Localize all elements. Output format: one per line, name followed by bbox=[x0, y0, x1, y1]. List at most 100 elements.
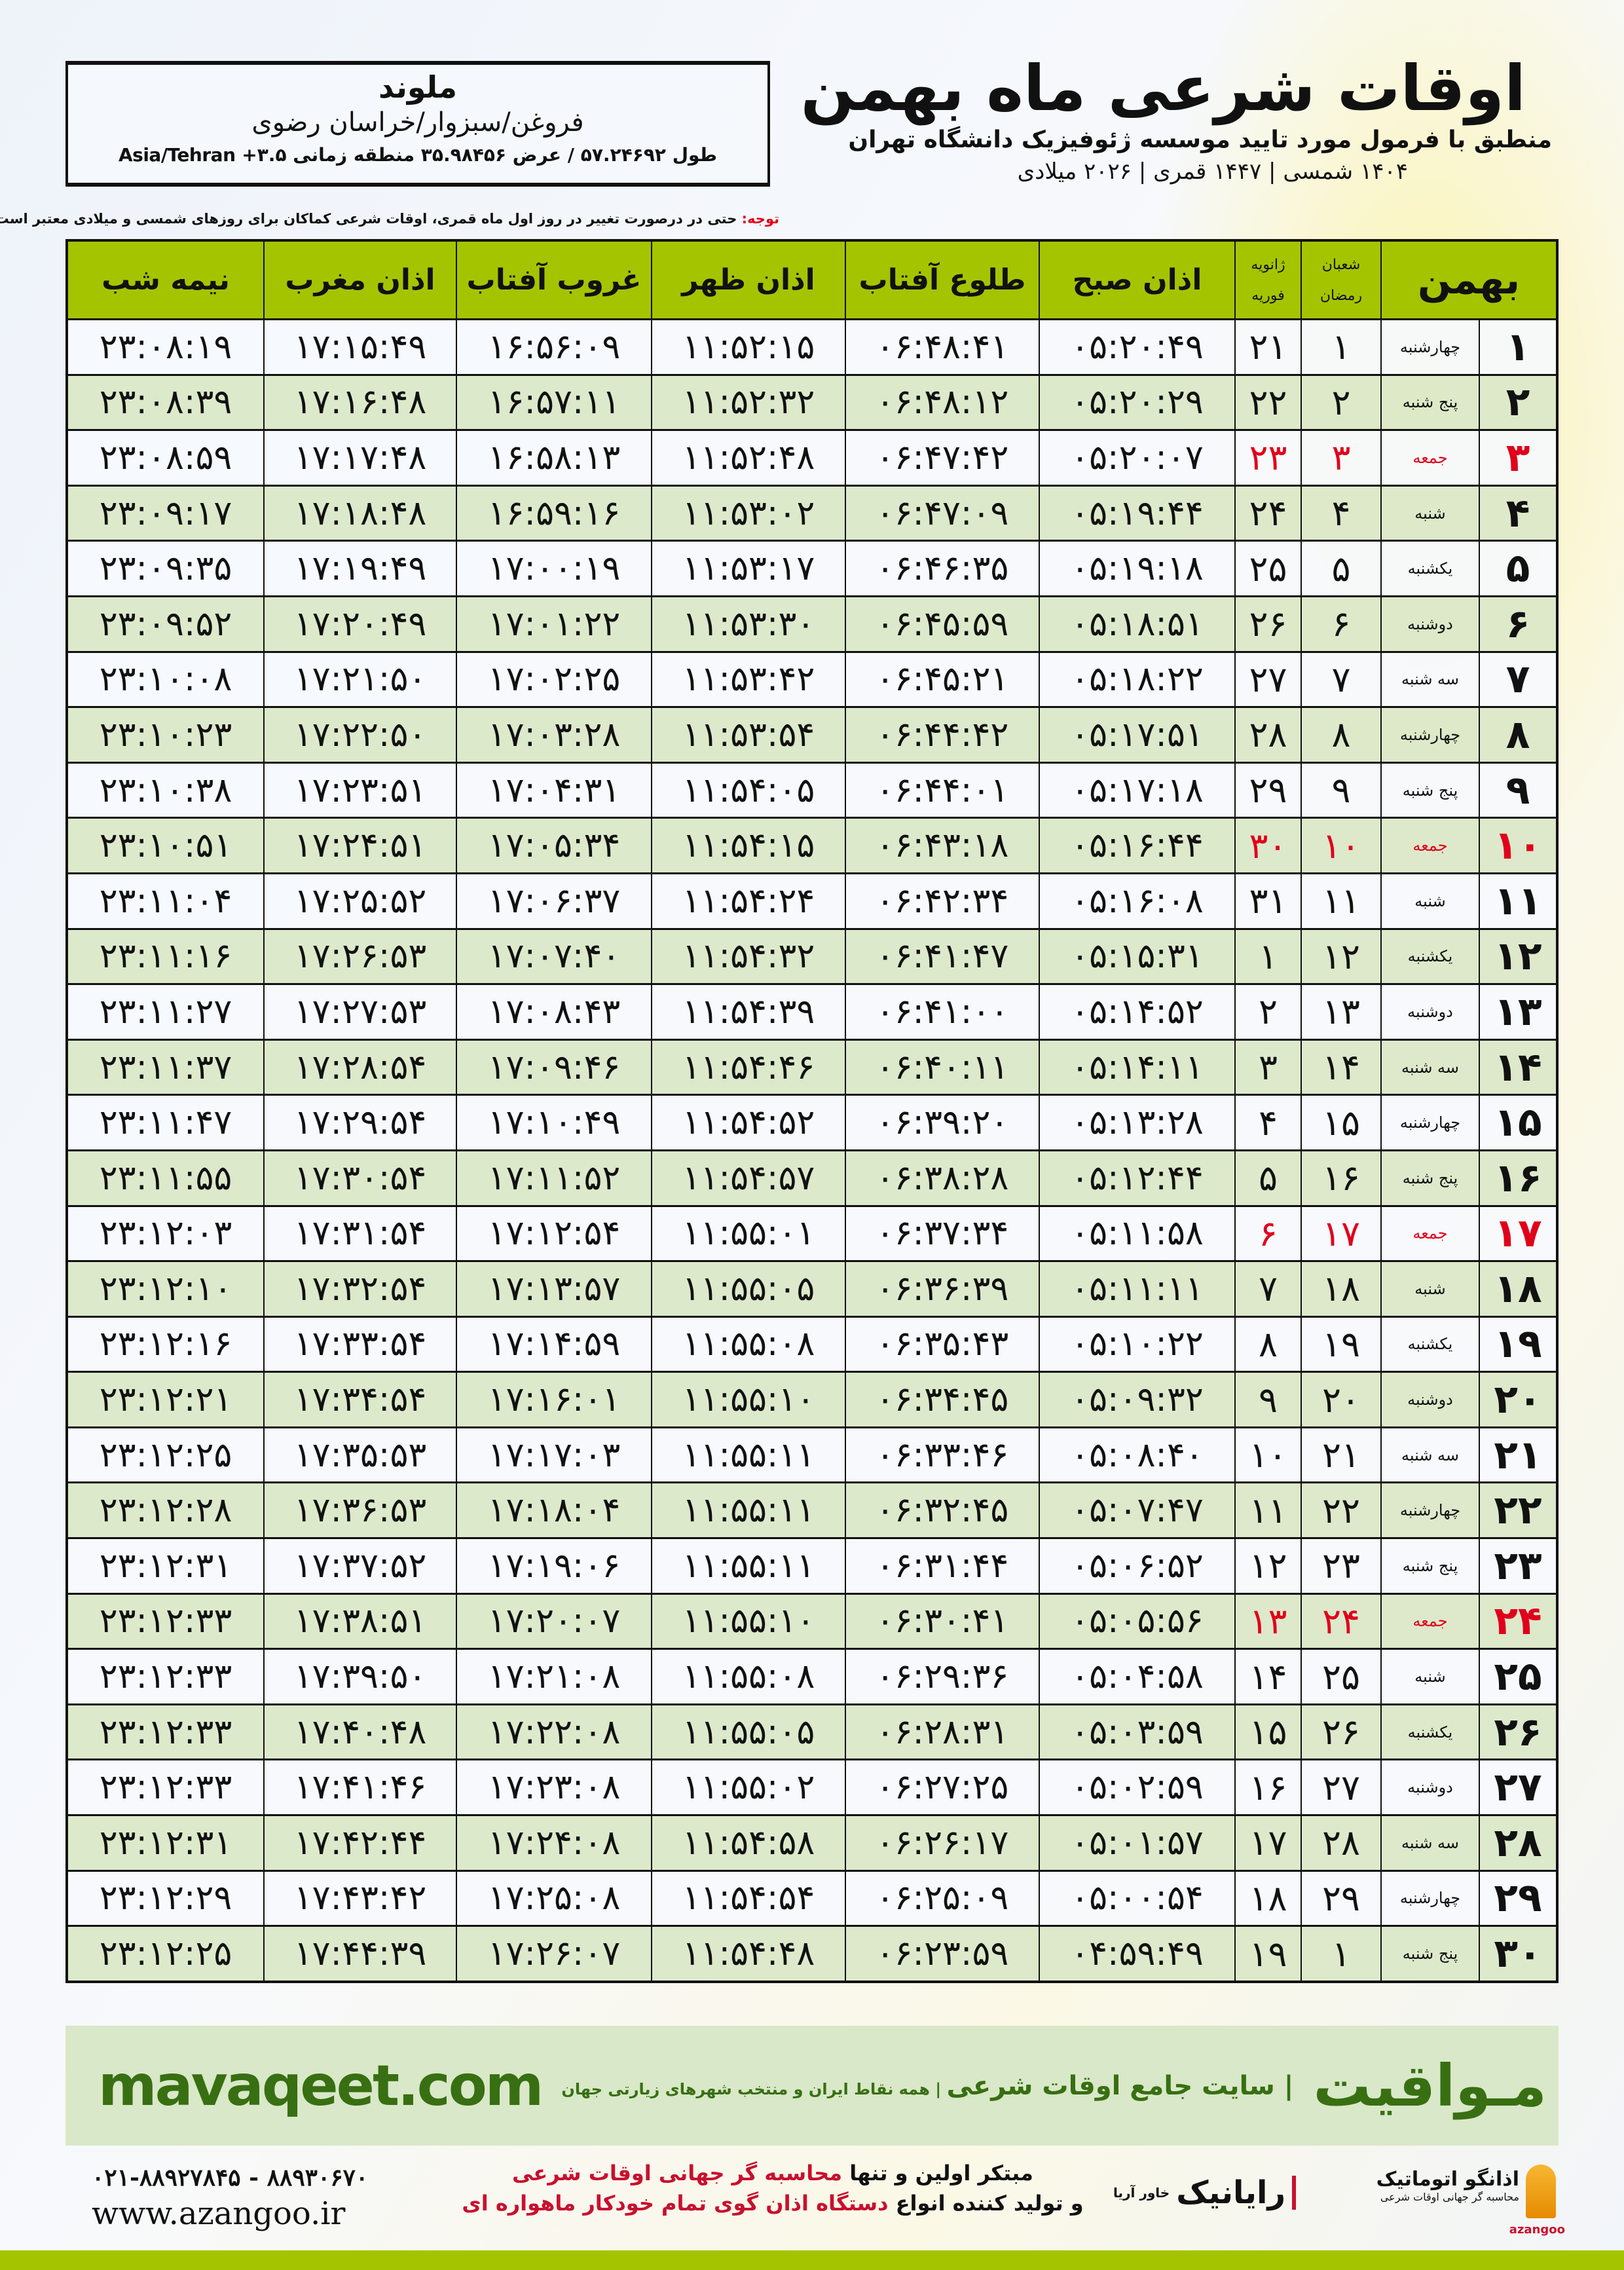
cell-gregorian-day: ۱۹ bbox=[1234, 1927, 1301, 1981]
table-header-row: نیمه شب اذان مغرب غروب آفتاب اذان ظهر طل… bbox=[68, 242, 1556, 318]
cell-sunrise: ۰۶:۴۵:۲۱ bbox=[845, 652, 1039, 707]
cell-sunrise: ۰۶:۳۵:۴۳ bbox=[845, 1317, 1039, 1371]
cell-hijri-day: ۲۵ bbox=[1301, 1650, 1380, 1703]
table-row: ۲۳:۱۰:۲۳ ۱۷:۲۲:۵۰ ۱۷:۰۳:۲۸ ۱۱:۵۳:۵۴ ۰۶:۴۴:۴۲… bbox=[68, 706, 1556, 762]
cell-sunset: ۱۷:۱۹:۰۶ bbox=[456, 1539, 651, 1593]
cell-sunset: ۱۷:۰۶:۳۷ bbox=[456, 874, 651, 928]
cell-weekday: چهارشنبه bbox=[1380, 320, 1479, 374]
cell-gregorian-day: ۲۵ bbox=[1234, 542, 1301, 595]
cell-midnight: ۲۳:۱۲:۱۶ bbox=[99, 1324, 232, 1364]
cell-bahman-day: ۴ bbox=[1479, 486, 1556, 540]
cell-maghrib: ۱۷:۲۷:۵۳ bbox=[263, 985, 456, 1039]
cell-bahman-day: ۲۲ bbox=[1479, 1483, 1556, 1538]
cell-sunrise: ۰۶:۳۰:۴۱ bbox=[845, 1594, 1039, 1648]
cell-weekday: جمعه bbox=[1380, 819, 1479, 872]
cell-bahman-day: ۹ bbox=[1479, 763, 1556, 817]
cell-hijri-day: ۱۱ bbox=[1301, 874, 1380, 928]
cell-sunrise: ۰۶:۴۱:۰۰ bbox=[845, 985, 1039, 1039]
header-fajr: اذان صبح bbox=[1039, 242, 1234, 318]
cell-sunrise: ۰۶:۲۵:۰۹ bbox=[845, 1871, 1039, 1926]
table-row: ۲۳:۱۲:۳۳ ۱۷:۴۰:۴۸ ۱۷:۲۲:۰۸ ۱۱:۵۵:۰۵ ۰۶:۲۸:۳۱… bbox=[68, 1703, 1556, 1759]
table-row: ۲۳:۱۲:۲۵ ۱۷:۳۵:۵۳ ۱۷:۱۷:۰۳ ۱۱:۵۵:۱۱ ۰۶:۳۳:۴۶… bbox=[68, 1426, 1556, 1482]
cell-bahman-day: ۲۵ bbox=[1479, 1650, 1556, 1703]
page-title: اوقات شرعی ماه بهمن bbox=[800, 52, 1526, 125]
azangoo-link[interactable]: www.azangoo.ir bbox=[92, 2195, 346, 2232]
cell-maghrib: ۱۷:۳۸:۵۱ bbox=[263, 1594, 456, 1648]
cell-gregorian-day: ۱۶ bbox=[1234, 1760, 1301, 1815]
cell-maghrib: ۱۷:۴۳:۴۲ bbox=[263, 1871, 456, 1926]
cell-weekday: پنج شنبه bbox=[1380, 1927, 1479, 1981]
mavaqeet-banner: mavaqeet.com | سایت جامع اوقات شرعی | هم… bbox=[65, 2026, 1559, 2146]
cell-bahman-day: ۱۸ bbox=[1479, 1262, 1556, 1316]
cell-dhuhr: ۱۱:۵۴:۳۹ bbox=[651, 985, 845, 1039]
cell-weekday: شنبه bbox=[1380, 1262, 1479, 1316]
cell-gregorian-day: ۱۸ bbox=[1234, 1871, 1301, 1926]
cell-sunset: ۱۶:۵۷:۱۱ bbox=[456, 375, 651, 430]
cell-gregorian-day: ۱۳ bbox=[1234, 1594, 1301, 1648]
header-february: فوریه bbox=[1251, 287, 1285, 304]
cell-sunrise: ۰۶:۴۲:۳۴ bbox=[845, 874, 1039, 928]
cell-hijri-day: ۱۵ bbox=[1301, 1096, 1380, 1149]
cell-midnight: ۲۳:۱۲:۲۹ bbox=[99, 1878, 232, 1918]
cell-sunrise: ۰۶:۴۱:۴۷ bbox=[845, 929, 1039, 984]
cell-sunrise: ۰۶:۴۴:۰۱ bbox=[845, 763, 1039, 817]
table-row: ۲۳:۱۲:۲۹ ۱۷:۴۳:۴۲ ۱۷:۲۵:۰۸ ۱۱:۵۴:۵۴ ۰۶:۲۵:۰۹… bbox=[68, 1869, 1556, 1926]
table-row: ۲۳:۱۲:۲۵ ۱۷:۴۴:۳۹ ۱۷:۲۶:۰۷ ۱۱:۵۴:۴۸ ۰۶:۲۳:۵۹… bbox=[68, 1925, 1556, 1981]
table-row: ۲۳:۱۲:۱۰ ۱۷:۳۲:۵۴ ۱۷:۱۳:۵۷ ۱۱:۵۵:۰۵ ۰۶:۳۶:۳۹… bbox=[68, 1260, 1556, 1316]
cell-hijri-day: ۳ bbox=[1301, 431, 1380, 485]
cell-hijri-day: ۲۹ bbox=[1301, 1871, 1380, 1926]
cell-dhuhr: ۱۱:۵۴:۳۲ bbox=[651, 929, 845, 984]
cell-bahman-day: ۶ bbox=[1479, 597, 1556, 651]
cell-dhuhr: ۱۱:۵۴:۴۸ bbox=[651, 1927, 845, 1981]
cell-sunset: ۱۷:۱۳:۵۷ bbox=[456, 1262, 651, 1316]
cell-sunrise: ۰۶:۴۳:۱۸ bbox=[845, 819, 1039, 872]
cell-sunset: ۱۷:۰۵:۳۴ bbox=[456, 819, 651, 872]
table-row: ۲۳:۱۲:۳۳ ۱۷:۳۹:۵۰ ۱۷:۲۱:۰۸ ۱۱:۵۵:۰۸ ۰۶:۲۹:۳۶… bbox=[68, 1648, 1556, 1703]
azangoo-en: azangoo bbox=[1509, 2223, 1565, 2237]
cell-fajr: ۰۵:۱۳:۲۸ bbox=[1039, 1096, 1234, 1149]
cell-sunset: ۱۷:۰۷:۴۰ bbox=[456, 929, 651, 984]
cell-sunset: ۱۷:۲۰:۰۷ bbox=[456, 1594, 651, 1648]
cell-maghrib: ۱۷:۳۲:۵۴ bbox=[263, 1262, 456, 1316]
cell-sunset: ۱۷:۰۹:۴۶ bbox=[456, 1040, 651, 1094]
title-block: اوقات شرعی ماه بهمن منطبق با فرمول مورد … bbox=[800, 52, 1552, 187]
cell-maghrib: ۱۷:۱۵:۴۹ bbox=[263, 320, 456, 374]
mavaqeet-link[interactable]: mavaqeet.com bbox=[98, 2053, 544, 2119]
cell-fajr: ۰۵:۰۵:۵۶ bbox=[1039, 1594, 1234, 1648]
cell-bahman-day: ۳۰ bbox=[1479, 1927, 1556, 1981]
cell-sunset: ۱۷:۲۴:۰۸ bbox=[456, 1816, 651, 1870]
cell-sunrise: ۰۶:۲۳:۵۹ bbox=[845, 1927, 1039, 1981]
cell-midnight: ۲۳:۱۲:۰۳ bbox=[99, 1214, 232, 1254]
table-row: ۲۳:۱۲:۲۱ ۱۷:۳۴:۵۴ ۱۷:۱۶:۰۱ ۱۱:۵۵:۱۰ ۰۶:۳۴:۴۵… bbox=[68, 1371, 1556, 1426]
cell-gregorian-day: ۱۲ bbox=[1234, 1539, 1301, 1593]
cell-sunrise: ۰۶:۳۱:۴۴ bbox=[845, 1539, 1039, 1593]
promo-1a: مبتکر اولین و تنها bbox=[842, 2161, 1033, 2186]
header-dhuhr: اذان ظهر bbox=[651, 242, 845, 318]
cell-midnight: ۲۳:۱۲:۲۵ bbox=[99, 1934, 232, 1974]
table-row: ۲۳:۱۲:۳۱ ۱۷:۴۲:۴۴ ۱۷:۲۴:۰۸ ۱۱:۵۴:۵۸ ۰۶:۲۶:۱۷… bbox=[68, 1814, 1556, 1870]
cell-fajr: ۰۵:۱۱:۵۸ bbox=[1039, 1206, 1234, 1261]
cell-gregorian-day: ۲۳ bbox=[1234, 431, 1301, 485]
cell-gregorian-day: ۱۵ bbox=[1234, 1705, 1301, 1759]
cell-weekday: جمعه bbox=[1380, 1206, 1479, 1261]
cell-midnight: ۲۳:۱۲:۳۱ bbox=[99, 1546, 232, 1586]
promo-1b: محاسبه گر جهانی اوقات شرعی bbox=[512, 2161, 843, 2186]
rayanik-sub: خاور آریا bbox=[1113, 2185, 1170, 2201]
cell-gregorian-day: ۲ bbox=[1234, 985, 1301, 1039]
cell-weekday: سه شنبه bbox=[1380, 1816, 1479, 1870]
table-row: ۲۳:۱۲:۳۱ ۱۷:۳۷:۵۲ ۱۷:۱۹:۰۶ ۱۱:۵۵:۱۱ ۰۶:۳۱:۴۴… bbox=[68, 1537, 1556, 1593]
cell-hijri-day: ۵ bbox=[1301, 542, 1380, 595]
cell-gregorian-day: ۱۰ bbox=[1234, 1428, 1301, 1482]
cell-dhuhr: ۱۱:۵۴:۵۸ bbox=[651, 1816, 845, 1870]
cell-bahman-day: ۵ bbox=[1479, 542, 1556, 595]
azangoo-text: اذانگو اتوماتیک bbox=[1376, 2168, 1519, 2191]
cell-midnight: ۲۳:۱۲:۲۱ bbox=[99, 1380, 232, 1420]
cell-fajr: ۰۵:۱۶:۰۸ bbox=[1039, 874, 1234, 928]
cell-sunset: ۱۶:۵۶:۰۹ bbox=[456, 320, 651, 374]
cell-bahman-day: ۲۴ bbox=[1479, 1594, 1556, 1648]
cell-dhuhr: ۱۱:۵۲:۳۲ bbox=[651, 375, 845, 430]
cell-hijri-day: ۱ bbox=[1301, 320, 1380, 374]
cell-gregorian-day: ۲۲ bbox=[1234, 375, 1301, 430]
cell-weekday: پنج شنبه bbox=[1380, 763, 1479, 817]
cell-sunset: ۱۷:۰۰:۱۹ bbox=[456, 542, 651, 595]
